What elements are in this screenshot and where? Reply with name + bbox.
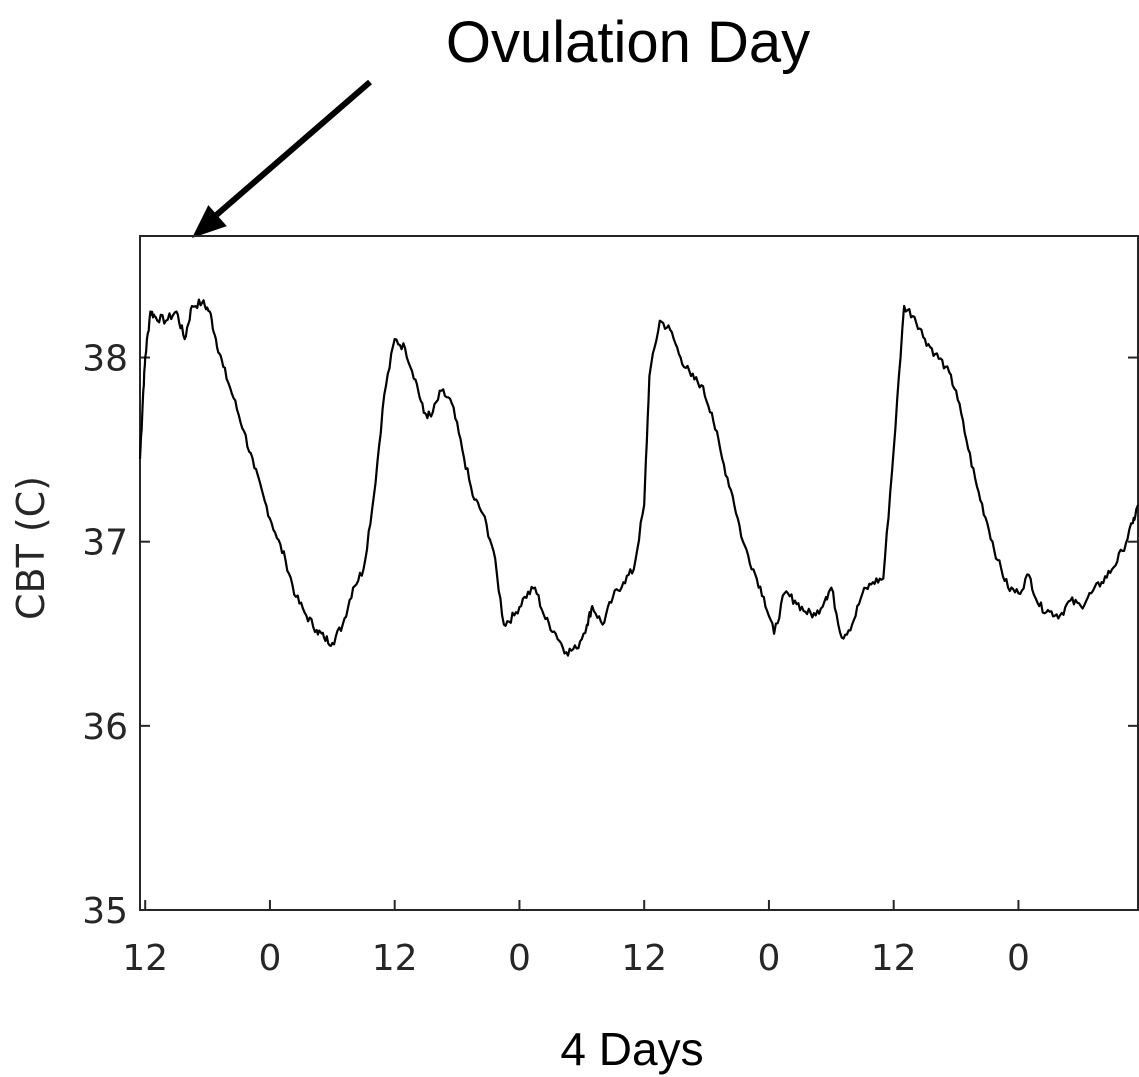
x-tick-label: 0 bbox=[258, 938, 281, 979]
annotation-arrow-head bbox=[191, 205, 227, 238]
x-tick-label: 12 bbox=[372, 938, 418, 979]
x-tick-label: 0 bbox=[508, 938, 531, 979]
y-axis-label: CBT (C) bbox=[9, 476, 53, 620]
annotation-ovulation-day: Ovulation Day bbox=[446, 10, 810, 75]
series-cbt-line bbox=[138, 298, 1139, 657]
plot-area-frame bbox=[139, 235, 1139, 911]
y-tick-label: 38 bbox=[82, 339, 128, 380]
x-tick-label: 12 bbox=[621, 938, 667, 979]
series-group bbox=[138, 298, 1139, 657]
annotation-arrow bbox=[191, 79, 372, 238]
y-axis-ticks: 35 36 37 38 bbox=[82, 339, 1138, 932]
x-tick-label: 12 bbox=[871, 938, 917, 979]
x-axis-label: 4 Days bbox=[560, 1023, 703, 1075]
y-tick-label: 37 bbox=[82, 523, 128, 564]
annotation-arrow-shaft bbox=[204, 79, 372, 227]
y-tick-label: 35 bbox=[82, 891, 128, 932]
x-tick-label: 0 bbox=[1007, 938, 1030, 979]
y-tick-label: 36 bbox=[82, 707, 128, 748]
x-axis-ticks: 12 0 12 0 12 0 12 0 bbox=[122, 900, 1030, 979]
x-tick-label: 12 bbox=[122, 938, 168, 979]
x-tick-label: 0 bbox=[757, 938, 780, 979]
